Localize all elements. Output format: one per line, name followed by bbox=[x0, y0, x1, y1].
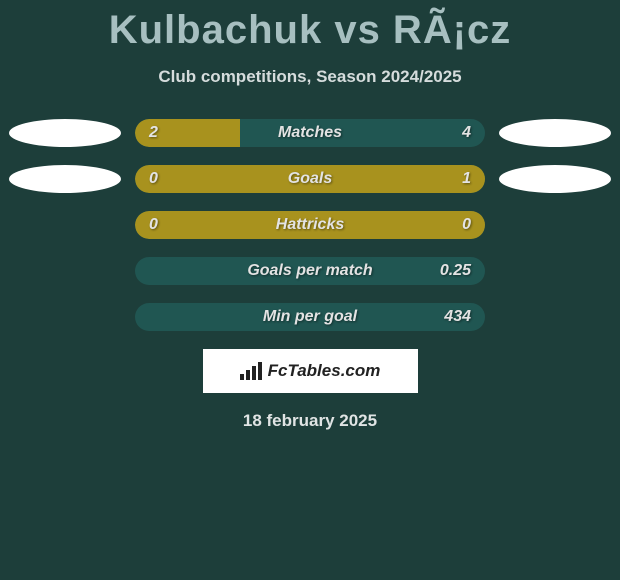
stat-left-value: 0 bbox=[149, 170, 158, 188]
stat-bar: 0 Hattricks 0 bbox=[135, 211, 485, 239]
stat-label: Hattricks bbox=[276, 216, 344, 234]
stat-right-value: 0.25 bbox=[440, 262, 471, 280]
player-right-marker bbox=[499, 165, 611, 193]
stat-label: Goals bbox=[288, 170, 332, 188]
spacer bbox=[499, 303, 611, 331]
stat-label: Matches bbox=[278, 124, 342, 142]
stat-label: Goals per match bbox=[247, 262, 372, 280]
date-text: 18 february 2025 bbox=[0, 411, 620, 431]
stat-label: Min per goal bbox=[263, 308, 357, 326]
chart-row: Goals per match 0.25 bbox=[0, 257, 620, 285]
stat-left-value: 2 bbox=[149, 124, 158, 142]
spacer bbox=[499, 211, 611, 239]
page-subtitle: Club competitions, Season 2024/2025 bbox=[0, 67, 620, 87]
player-right-marker bbox=[499, 119, 611, 147]
branding-badge: FcTables.com bbox=[203, 349, 418, 393]
comparison-chart: 2 Matches 4 0 Goals 1 0 Hattricks 0 G bbox=[0, 119, 620, 331]
chart-row: 2 Matches 4 bbox=[0, 119, 620, 147]
stat-bar: Min per goal 434 bbox=[135, 303, 485, 331]
stat-right-value: 4 bbox=[462, 124, 471, 142]
page-title: Kulbachuk vs RÃ¡cz bbox=[0, 0, 620, 53]
stat-bar: 0 Goals 1 bbox=[135, 165, 485, 193]
branding-text: FcTables.com bbox=[268, 361, 381, 381]
spacer bbox=[9, 303, 121, 331]
spacer bbox=[9, 257, 121, 285]
stat-left-value: 0 bbox=[149, 216, 158, 234]
spacer bbox=[9, 211, 121, 239]
chart-row: 0 Goals 1 bbox=[0, 165, 620, 193]
player-left-marker bbox=[9, 119, 121, 147]
stat-right-value: 1 bbox=[462, 170, 471, 188]
stat-right-value: 0 bbox=[462, 216, 471, 234]
stat-bar: 2 Matches 4 bbox=[135, 119, 485, 147]
player-left-marker bbox=[9, 165, 121, 193]
spacer bbox=[499, 257, 611, 285]
stat-right-value: 434 bbox=[444, 308, 471, 326]
stat-bar: Goals per match 0.25 bbox=[135, 257, 485, 285]
chart-row: Min per goal 434 bbox=[0, 303, 620, 331]
chart-row: 0 Hattricks 0 bbox=[0, 211, 620, 239]
bar-chart-icon bbox=[240, 362, 262, 380]
